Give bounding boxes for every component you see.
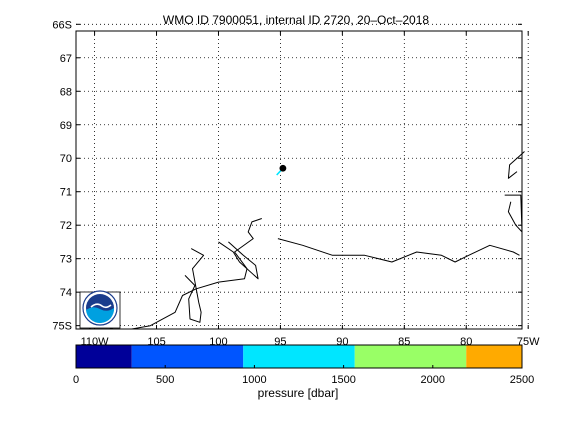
lat-tick-label: 71 (60, 187, 72, 199)
coastline-segment (184, 248, 205, 323)
colorbar-tick-label: 2500 (510, 374, 534, 386)
lat-tick-label: 70 (60, 153, 72, 165)
coastline-segment (277, 238, 520, 263)
coastline (79, 151, 525, 330)
coastline-segment (504, 194, 523, 233)
colorbar-bin (131, 345, 244, 368)
pressure-colorbar: 0 500 1000 1500 2000 2500 pressure [dbar] (73, 344, 534, 400)
colorbar-label: pressure [dbar] (258, 386, 339, 400)
lat-tick-label: 67 (60, 53, 72, 65)
float-position-marker (279, 164, 287, 172)
colorbar-tick-label: 2000 (421, 374, 445, 386)
coastline-segment (218, 241, 259, 280)
lat-tick-label: 75S (52, 321, 72, 333)
colorbar-tick-label: 0 (73, 374, 79, 386)
colorbar-ticks: 0 500 1000 1500 2000 2500 (73, 365, 534, 386)
colorbar-tick-label: 500 (156, 374, 174, 386)
graticule-grid (76, 23, 529, 329)
colorbar-tick-label: 1000 (242, 374, 266, 386)
lat-tick-label: 69 (60, 120, 72, 132)
noaa-logo-icon (79, 290, 121, 329)
chart-title: WMO ID 7900051, internal ID 2720, 20–Oct… (163, 13, 429, 27)
colorbar-bins (76, 345, 522, 368)
lat-tick-label: 74 (60, 287, 72, 299)
colorbar-bin (466, 345, 522, 368)
lat-tick-label: 68 (60, 86, 72, 98)
colorbar-bin (354, 345, 467, 368)
latitude-axis: 66S 67 68 69 70 71 72 73 74 75S (52, 19, 522, 333)
coastline-segment (131, 218, 262, 330)
colorbar-tick-label: 1500 (331, 374, 355, 386)
lat-tick-label: 72 (60, 220, 72, 232)
float-track (276, 164, 287, 176)
colorbar-frame (75, 344, 523, 369)
lon-tick-label: 75W (517, 336, 540, 348)
lat-tick-label: 73 (60, 254, 72, 266)
colorbar-bin (76, 345, 132, 368)
coastline-segment (507, 151, 525, 179)
lat-tick-label: 66S (52, 19, 72, 31)
colorbar-bin (243, 345, 355, 368)
map-frame (75, 30, 523, 330)
